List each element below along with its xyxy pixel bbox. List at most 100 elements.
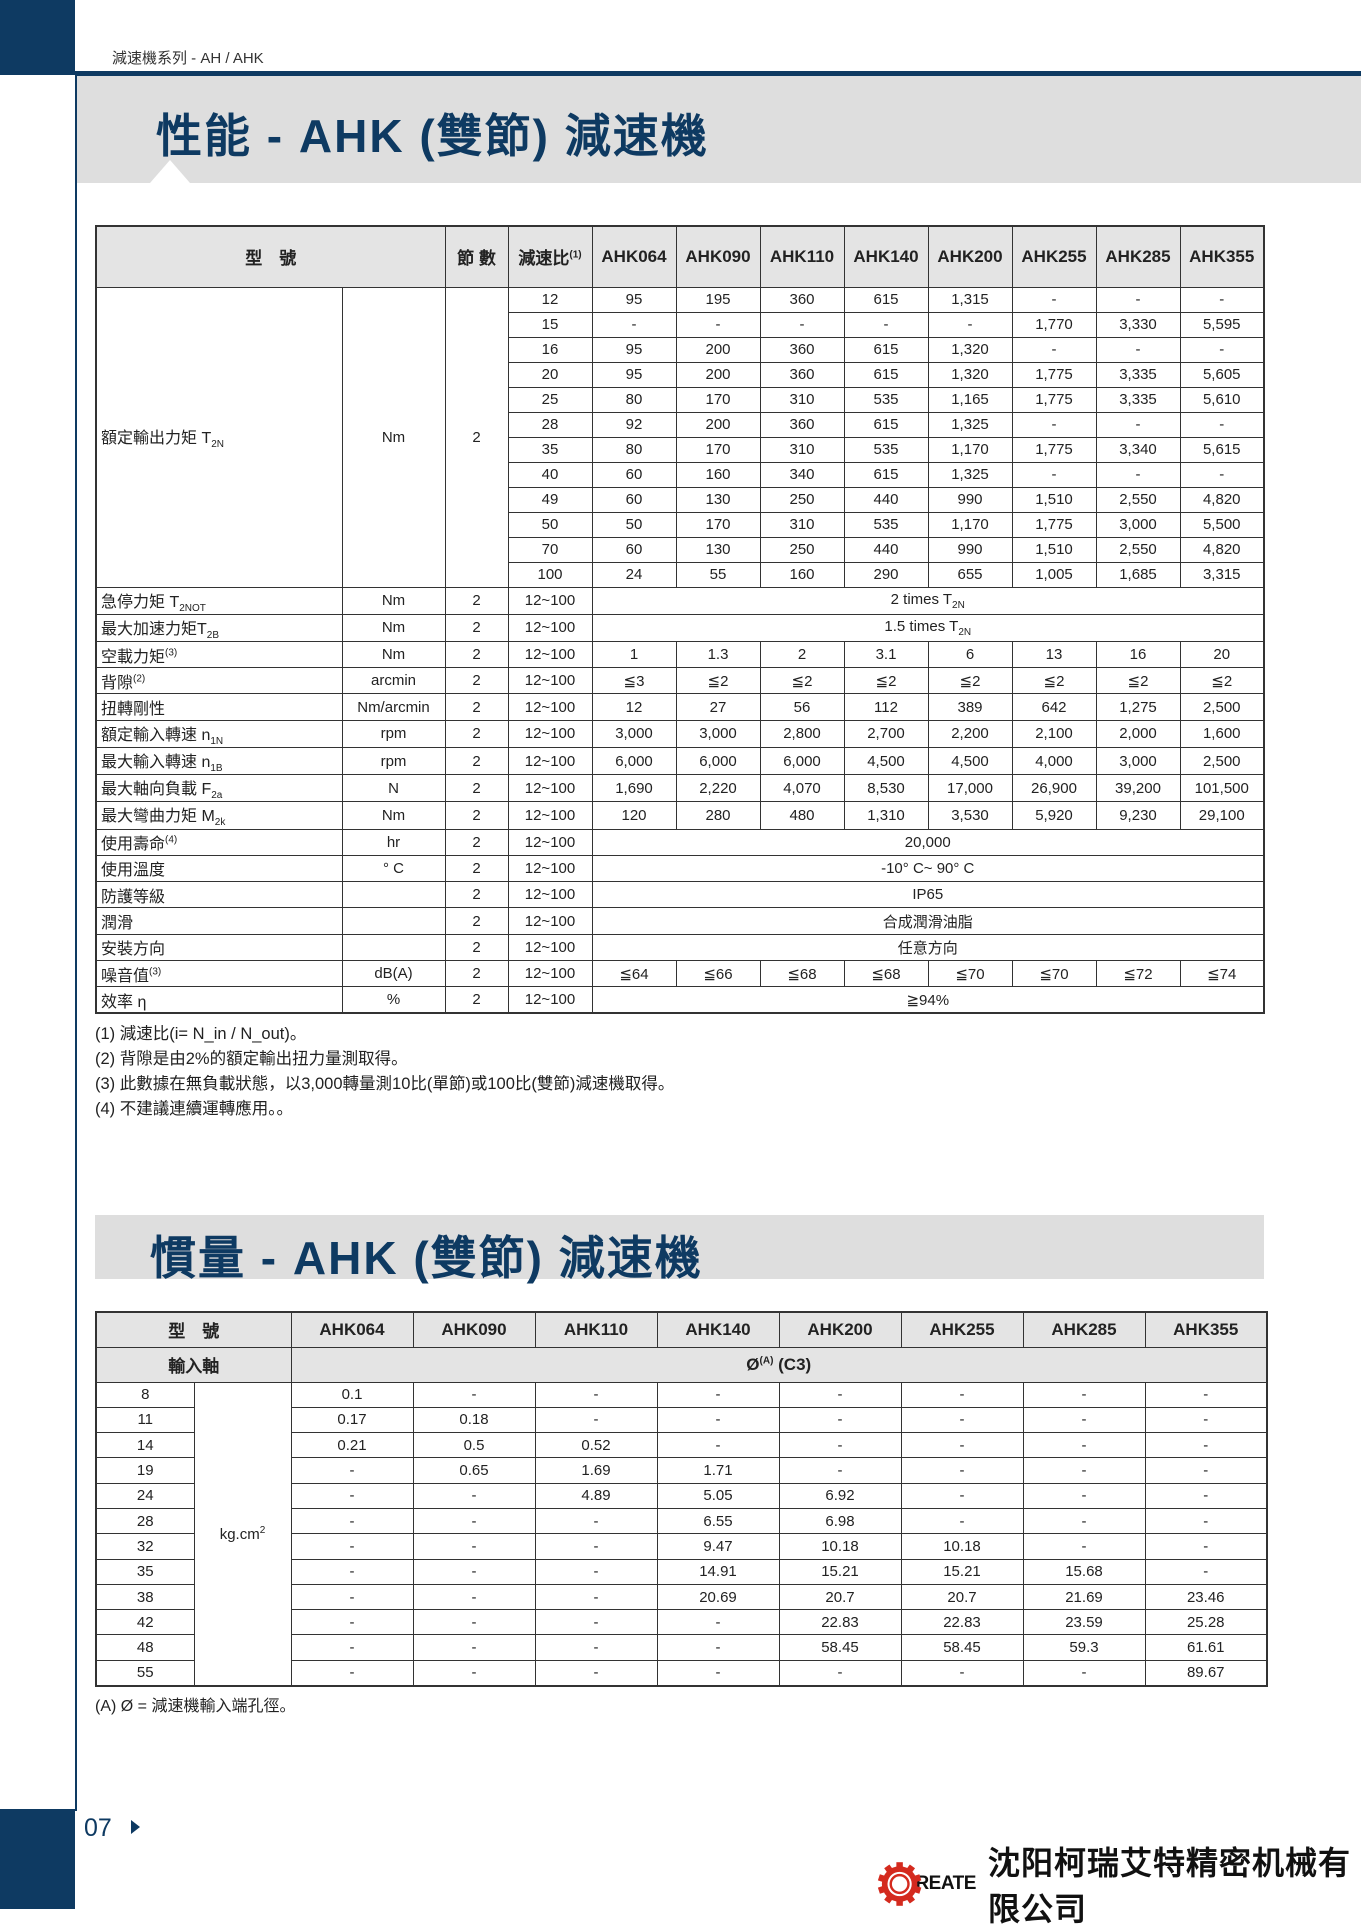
label-text: 空載力矩 — [101, 648, 166, 666]
value-cell: ≦2 — [759, 667, 845, 695]
spec-label: 最大軸向負載 F2a — [95, 774, 343, 803]
header-row: 輸入軸 Ø(A) (C3) — [95, 1346, 1268, 1383]
value-cell: 1,685 — [1095, 561, 1181, 588]
label-text: 扭轉剛性 — [101, 701, 166, 719]
value-cell: 1,310 — [843, 801, 929, 830]
value-cell: 1,690 — [591, 774, 677, 803]
value-cell: 615 — [843, 411, 929, 438]
merged-value: 合成潤滑油脂 — [882, 913, 973, 931]
value-cell: 55 — [675, 561, 761, 588]
header-model-ahk110: AHK110 — [534, 1311, 658, 1348]
ratio-cell: 12~100 — [507, 881, 593, 909]
header-model-ahk064: AHK064 — [290, 1311, 414, 1348]
value-cell: - — [1022, 1406, 1146, 1434]
stage-cell: 2 — [444, 586, 509, 615]
value-cell: 0.52 — [534, 1432, 658, 1459]
stage-cell: 2 — [444, 719, 509, 748]
label-text: 效率 η — [101, 993, 147, 1011]
value-cell: - — [1095, 461, 1181, 488]
merged-value: 任意方向 — [897, 939, 958, 957]
inertia-table: 型 號 AHK064 AHK090 AHK110 AHK140 AHK200 AHK255 A… — [95, 1311, 1268, 1687]
label-subscript: 2NOT — [179, 602, 206, 614]
value-cell: - — [900, 1381, 1024, 1408]
footnotes: (1) 減速比(i= N_in / N_out)。 (2) 背隙是由2%的額定輸出… — [95, 1022, 674, 1122]
table-row: 16 95 200 360 615 1,320- - - — [96, 336, 1265, 363]
value-cell: 5,920 — [1011, 801, 1097, 830]
bore-diameter: 8 — [95, 1381, 195, 1408]
value-cell: - — [1022, 1432, 1146, 1459]
bore-tol: (C3) — [773, 1354, 812, 1374]
stage-cell: 2 — [444, 286, 509, 588]
ratio-cell: 12~100 — [507, 854, 593, 883]
value-cell: 112 — [843, 693, 929, 721]
ratio-cell: 12~100 — [507, 640, 593, 669]
spec-label: 使用壽命(4) — [95, 828, 343, 856]
header-model: 型 號 — [95, 225, 446, 288]
spec-row: 最大彎曲力矩 M2k Nm 2 12~100 120 280 480 1,310 3,530 5,… — [95, 801, 1265, 830]
spec-label: 最大輸入轉速 n1B — [95, 746, 343, 776]
table-row: 額定輸出力矩 T2N Nm 2 12 95 195 360 615 1,315- - - — [95, 286, 1265, 588]
bore-diameter: 28 — [95, 1507, 195, 1535]
value-cell: - — [1011, 286, 1097, 313]
value-cell: - — [1144, 1558, 1268, 1585]
performance-table: 型 號節 數減速比(1) AHK064 AHK090 AHK110 AHK140 AHK2… — [95, 225, 1265, 1015]
label-text: 使用壽命 — [101, 836, 166, 854]
value-cell: 535 — [843, 436, 929, 463]
label-text: 最大軸向負載 F — [101, 781, 212, 799]
spec-label: 額定輸入轉速 n1N — [95, 719, 343, 748]
value-cell: 1.69 — [534, 1457, 658, 1484]
value-cell: 1,325 — [927, 411, 1013, 438]
table-row: 19-0.65 1.69 1.71- - - - — [95, 1457, 1268, 1484]
value-cell: - — [778, 1381, 902, 1408]
value-cell: 2,200 — [927, 719, 1013, 748]
value-cell: - — [591, 311, 677, 338]
value-cell: 360 — [759, 286, 845, 313]
value-cell: 615 — [843, 286, 929, 313]
unit-cell: Nm — [341, 586, 446, 615]
value-cell: 15.68 — [1022, 1558, 1146, 1585]
value-cell: - — [534, 1381, 658, 1408]
value-cell: - — [1179, 286, 1265, 313]
gear-tooth — [884, 1893, 895, 1904]
value-cell: 92 — [591, 411, 677, 438]
value-cell: 280 — [675, 801, 761, 830]
value-cell: 3,530 — [927, 801, 1013, 830]
spec-row: 使用溫度 ° C 2 12~100 -10° C~ 90° C — [95, 854, 1265, 883]
spec-row: 背隙(2) arcmin 2 12~100 ≦3 ≦2 ≦2 ≦2 ≦2 ≦2 ≦2 ≦2 — [95, 667, 1265, 695]
value-cell: - — [1179, 336, 1265, 363]
stage-cell: 2 — [444, 693, 509, 721]
value-cell: - — [290, 1507, 414, 1535]
value-cell: 1,775 — [1011, 361, 1097, 388]
bore-diameter: 14 — [95, 1432, 195, 1459]
ratio-cell: 12~100 — [507, 667, 593, 695]
value-cell: ≦72 — [1095, 959, 1181, 988]
spec-row: 最大軸向負載 F2a N 2 12~100 1,690 2,220 4,070 8,530 17… — [95, 774, 1265, 803]
title-band-2 — [95, 1215, 1264, 1279]
value-cell: 3,340 — [1095, 436, 1181, 463]
value-cell: 160 — [675, 461, 761, 488]
value-cell: 1,600 — [1179, 719, 1265, 748]
ratio-cell: 70 — [507, 536, 593, 563]
value-cell: ≦3 — [591, 667, 677, 695]
value-cell: 0.65 — [412, 1457, 536, 1484]
value-cell: 9.47 — [656, 1533, 780, 1560]
value-cell: 5,595 — [1179, 311, 1265, 338]
unit-cell: Nm — [341, 640, 446, 669]
table-row: 50 50 170 310 535 1,170 1,775 3,000 5,500 — [96, 511, 1265, 538]
value-cell: 1,170 — [927, 436, 1013, 463]
value-cell: 2,550 — [1095, 536, 1181, 563]
value-cell: 440 — [843, 486, 929, 513]
value-cell: - — [412, 1507, 536, 1535]
value-cell: 58.45 — [900, 1634, 1024, 1661]
label-subscript: 2a — [211, 790, 223, 802]
bore-symbol: Ø — [746, 1354, 760, 1374]
value-cell: 310 — [759, 386, 845, 413]
label-text: 使用溫度 — [101, 862, 166, 880]
spec-label: 使用溫度 — [95, 854, 343, 883]
gear-tooth — [877, 1885, 888, 1894]
value-cell: - — [290, 1482, 414, 1509]
value-cell: 80 — [591, 386, 677, 413]
value-cell: 120 — [591, 801, 677, 830]
value-cell: 5,610 — [1179, 386, 1265, 413]
title-notch — [150, 160, 190, 183]
